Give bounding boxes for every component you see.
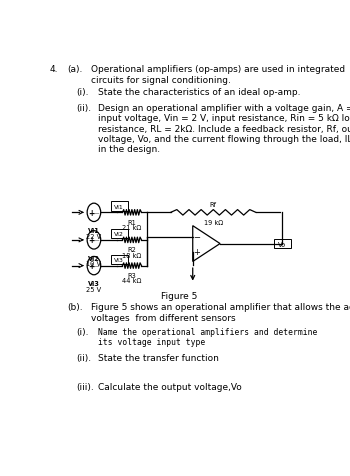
Text: Figure 5 shows an operational amplifier that allows the addition of input
voltag: Figure 5 shows an operational amplifier … <box>91 303 350 322</box>
FancyBboxPatch shape <box>111 202 127 211</box>
Text: Vi3: Vi3 <box>88 281 100 287</box>
Text: (ii).: (ii). <box>76 353 91 362</box>
Text: R1: R1 <box>127 219 136 226</box>
Text: 4.: 4. <box>49 65 58 74</box>
Text: R3: R3 <box>127 273 136 278</box>
Text: 44 kΩ: 44 kΩ <box>122 278 142 284</box>
Text: Vi1: Vi1 <box>114 204 124 209</box>
Text: Operational amplifiers (op-amps) are used in integrated
circuits for signal cond: Operational amplifiers (op-amps) are use… <box>91 65 345 85</box>
Text: Rf: Rf <box>210 202 217 208</box>
Text: Vi2: Vi2 <box>114 232 124 237</box>
Text: 10 V: 10 V <box>86 260 102 267</box>
Text: Vi1: Vi1 <box>88 228 100 234</box>
Text: +: + <box>193 248 200 257</box>
Text: Name the operational amplifiers and determine
its voltage input type: Name the operational amplifiers and dete… <box>98 327 317 347</box>
Text: Calculate the output voltage,Vo: Calculate the output voltage,Vo <box>98 382 242 391</box>
Text: —: — <box>94 238 100 243</box>
FancyBboxPatch shape <box>111 255 127 265</box>
Text: +: + <box>88 236 94 245</box>
Text: 19 kΩ: 19 kΩ <box>204 219 223 226</box>
Text: −: − <box>193 233 200 242</box>
Text: State the characteristics of an ideal op-amp.: State the characteristics of an ideal op… <box>98 88 301 97</box>
FancyBboxPatch shape <box>111 229 127 239</box>
Text: (iii).: (iii). <box>76 382 94 391</box>
Text: (a).: (a). <box>67 65 82 74</box>
Text: 22 V: 22 V <box>86 233 102 239</box>
Text: Vi3: Vi3 <box>114 258 124 262</box>
Text: —: — <box>94 210 100 215</box>
Text: 21 kΩ: 21 kΩ <box>122 225 141 230</box>
Text: (b).: (b). <box>67 303 83 312</box>
Text: (i).: (i). <box>76 327 89 336</box>
Text: —: — <box>94 264 100 268</box>
FancyBboxPatch shape <box>274 239 291 249</box>
Text: +: + <box>88 208 94 218</box>
Text: Figure 5: Figure 5 <box>161 292 197 301</box>
Text: R2: R2 <box>127 247 136 253</box>
Text: (ii).: (ii). <box>76 104 91 113</box>
Text: 18 kΩ: 18 kΩ <box>122 252 141 258</box>
Text: State the transfer function: State the transfer function <box>98 353 219 362</box>
Text: (i).: (i). <box>76 88 89 97</box>
Text: Vi2: Vi2 <box>88 255 100 261</box>
Text: Design an operational amplifier with a voltage gain, A = −20,
input voltage, Vin: Design an operational amplifier with a v… <box>98 104 350 154</box>
Text: Vo: Vo <box>278 241 287 247</box>
Text: 25 V: 25 V <box>86 286 102 292</box>
Text: +: + <box>88 261 94 270</box>
